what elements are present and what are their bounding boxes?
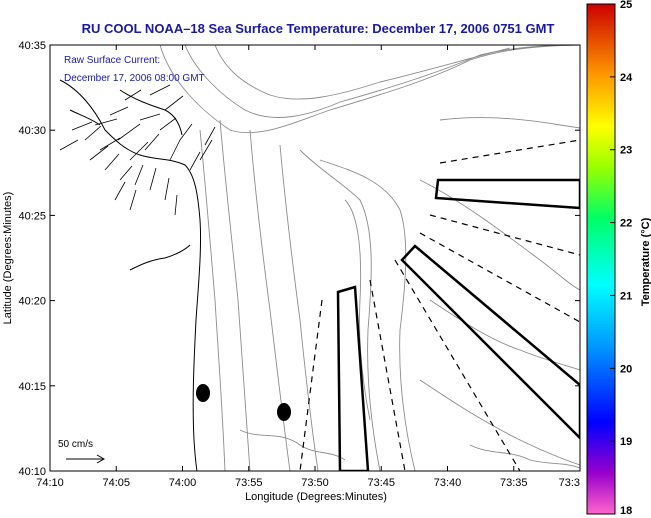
x-tick-label: 73:3 <box>559 477 580 489</box>
current-vector <box>134 164 144 186</box>
current-vector <box>179 123 193 141</box>
y-tick-label: 40:10 <box>18 466 46 478</box>
contour-line <box>159 45 580 134</box>
contour-line <box>299 149 381 471</box>
colorbar-tick-label: 24 <box>620 72 633 84</box>
colorbar-tick-label: 22 <box>620 218 632 230</box>
x-tick-label: 74:10 <box>36 477 64 489</box>
x-tick-label: 73:50 <box>301 477 329 489</box>
contour-line <box>469 444 580 469</box>
contour-line <box>419 179 580 291</box>
contour-line <box>184 45 580 118</box>
current-vector <box>59 139 79 151</box>
map-plot-area <box>50 45 580 471</box>
radial-dashed-lines <box>299 139 580 471</box>
x-axis-ticks: 74:10 74:05 74:00 73:55 73:50 73:45 73:40 73:35… <box>36 45 581 489</box>
survey-box <box>336 285 370 471</box>
survey-boxes <box>336 178 580 471</box>
survey-box <box>434 178 580 210</box>
y-tick-label: 40:15 <box>18 381 46 393</box>
dashed-line <box>439 139 580 164</box>
x-tick-label: 73:35 <box>500 477 528 489</box>
x-tick-label: 74:00 <box>169 477 197 489</box>
x-tick-label: 73:55 <box>235 477 263 489</box>
contour-line <box>319 159 416 471</box>
colorbar <box>586 3 616 515</box>
y-tick-label: 40:25 <box>18 210 46 222</box>
contour-line <box>429 299 580 371</box>
colorbar-tick-label: 20 <box>620 363 632 375</box>
current-vector <box>149 84 171 96</box>
station-marker <box>277 403 291 421</box>
current-vector <box>164 95 184 111</box>
contour-line <box>199 129 226 471</box>
colorbar-ticks: 25 24 23 22 21 20 19 18 <box>610 0 633 517</box>
current-label-line2: December 17, 2006 08:00 GMT <box>64 73 205 84</box>
current-vector <box>164 177 170 201</box>
current-vector <box>199 139 213 161</box>
contour-line <box>219 119 251 471</box>
contour-line <box>279 144 319 471</box>
colorbar-tick-label: 19 <box>620 436 632 448</box>
x-axis-label: Longitude (Degrees:Minutes) <box>245 491 387 503</box>
colorbar-label: Temperature (°C) <box>640 217 651 306</box>
current-vector <box>99 137 121 151</box>
current-vector <box>114 181 126 201</box>
contour-line <box>344 199 371 421</box>
dashed-line <box>299 299 323 471</box>
current-vector <box>139 113 161 121</box>
current-vector <box>84 125 102 141</box>
current-vector <box>94 118 118 126</box>
colorbar-tick-label: 25 <box>620 0 632 11</box>
y-tick-label: 40:20 <box>18 296 46 308</box>
scale-arrow <box>66 454 106 464</box>
contour-line <box>214 45 511 100</box>
dashed-line <box>429 214 580 256</box>
scale-label: 50 cm/s <box>58 439 93 450</box>
current-vector <box>104 153 120 171</box>
colorbar-tick-label: 23 <box>620 145 632 157</box>
current-vector <box>124 89 142 101</box>
y-tick-label: 40:30 <box>18 125 46 137</box>
current-vector <box>89 145 109 161</box>
colorbar-tick-label: 18 <box>620 505 632 517</box>
y-axis-label: Latitude (Degrees:Minutes) <box>2 192 14 325</box>
current-vector <box>144 133 160 151</box>
current-vectors <box>59 84 216 216</box>
bathymetry-contours <box>159 45 580 471</box>
current-vector <box>129 141 149 161</box>
survey-box <box>400 244 580 440</box>
colorbar-tick-label: 21 <box>620 290 632 302</box>
contour-line <box>439 117 580 129</box>
current-vector <box>174 194 178 216</box>
current-vector <box>169 139 181 161</box>
contour-line <box>419 379 580 466</box>
current-vector <box>159 117 177 131</box>
current-label-line1: Raw Surface Current: <box>64 55 160 66</box>
map-title: RU COOL NOAA–18 Sea Surface Temperature:… <box>82 21 555 36</box>
current-vector <box>189 151 201 171</box>
current-vector <box>71 121 93 131</box>
x-tick-label: 74:05 <box>102 477 130 489</box>
x-tick-label: 73:45 <box>367 477 395 489</box>
y-axis-ticks: 40:35 40:30 40:25 40:20 40:15 40:10 <box>18 40 580 478</box>
dashed-line <box>394 259 521 471</box>
dashed-line <box>419 232 580 323</box>
contour-line <box>239 429 346 461</box>
current-vector <box>109 106 129 116</box>
current-vector <box>149 167 157 191</box>
x-tick-label: 73:40 <box>434 477 462 489</box>
station-marker <box>196 384 210 402</box>
current-vector <box>119 165 133 181</box>
current-vector <box>204 126 216 146</box>
current-vector <box>129 189 137 211</box>
y-tick-label: 40:35 <box>18 40 46 52</box>
current-vector <box>117 123 141 141</box>
